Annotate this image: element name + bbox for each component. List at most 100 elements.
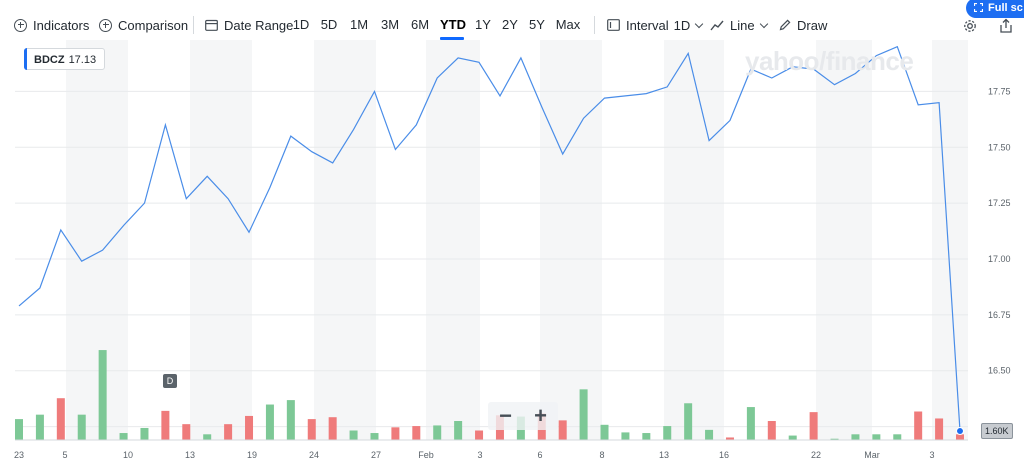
volume-bar: [77, 414, 86, 440]
grid-band: [932, 40, 968, 440]
zoom-controls: − +: [488, 402, 558, 430]
volume-value-badge: 1.60K: [981, 423, 1013, 439]
x-tick-label: Mar: [864, 450, 880, 460]
range-6m[interactable]: 6M: [410, 17, 430, 32]
volume-bar: [767, 421, 776, 440]
share-icon[interactable]: [998, 18, 1014, 34]
volume-bar: [663, 426, 672, 440]
range-1m[interactable]: 1M: [349, 17, 369, 32]
x-tick-label: 22: [811, 450, 821, 460]
x-tick-label: 23: [14, 450, 24, 460]
volume-bar: [286, 400, 295, 440]
x-tick-label: 3: [477, 450, 482, 460]
volume-bar: [454, 421, 463, 440]
volume-bar: [579, 389, 588, 440]
volume-bar: [809, 412, 818, 440]
zoom-in-button[interactable]: +: [534, 403, 547, 428]
x-tick-label: 6: [537, 450, 542, 460]
x-tick-label: 13: [659, 450, 669, 460]
add-circle-icon: [14, 18, 27, 32]
x-tick-label: 16: [719, 450, 729, 460]
line-chart-icon: [710, 20, 724, 30]
volume-bar: [433, 425, 442, 440]
volume-bar: [391, 427, 400, 440]
volume-bar: [328, 417, 337, 440]
x-tick-label: 27: [371, 450, 381, 460]
yahoo-finance-watermark: yahoo/finance: [745, 46, 914, 76]
grid-band: [190, 40, 252, 440]
chart-toolbar: Indicators Comparison Date Range 1D 5D 1…: [0, 0, 1024, 48]
range-5y[interactable]: 5Y: [529, 17, 545, 32]
settings-icon[interactable]: [962, 18, 978, 34]
toolbar-divider: [594, 16, 595, 34]
volume-bar: [119, 433, 128, 440]
range-2y[interactable]: 2Y: [502, 17, 518, 32]
range-max[interactable]: Max: [555, 17, 581, 32]
series-legend[interactable]: BDCZ 17.13: [24, 48, 106, 70]
legend-symbol: BDCZ: [34, 54, 65, 66]
volume-bar: [914, 411, 923, 440]
volume-bar: [705, 429, 714, 440]
volume-bar: [307, 419, 316, 440]
volume-bar: [725, 437, 734, 440]
volume-bar: [642, 433, 651, 440]
y-tick-label: 17.00: [988, 254, 1011, 264]
volume-bar: [872, 434, 881, 440]
range-1d[interactable]: 1D: [292, 17, 310, 32]
volume-bar: [475, 430, 484, 440]
last-price-point: [956, 427, 964, 436]
x-tick-label: 8: [599, 450, 604, 460]
volume-bar: [35, 414, 44, 440]
volume-bar: [224, 424, 233, 440]
interval-icon: [607, 19, 620, 31]
volume-bar: [600, 424, 609, 440]
range-5d[interactable]: 5D: [320, 17, 338, 32]
x-tick-label: 13: [185, 450, 195, 460]
range-1y[interactable]: 1Y: [475, 17, 491, 32]
volume-bar: [788, 435, 797, 440]
x-tick-label: 10: [123, 450, 133, 460]
x-tick-label: 19: [247, 450, 257, 460]
volume-bar: [830, 438, 839, 440]
zoom-out-button[interactable]: −: [499, 403, 512, 428]
full-screen-button[interactable]: Full sc: [966, 0, 1024, 18]
x-tick-label: 24: [309, 450, 319, 460]
y-tick-label: 17.75: [988, 86, 1011, 96]
price-line: [18, 45, 961, 432]
volume-bar: [140, 427, 149, 440]
volume-bar: [746, 407, 755, 440]
range-3m[interactable]: 3M: [380, 17, 400, 32]
volume-bar: [935, 418, 944, 440]
draw-button[interactable]: Draw: [779, 14, 827, 36]
volume-bar: [851, 434, 860, 440]
chart-type-dropdown[interactable]: Line: [710, 14, 768, 36]
y-tick-label: 16.50: [988, 366, 1011, 376]
y-tick-label: 16.75: [988, 310, 1011, 320]
grid-band: [66, 40, 128, 440]
x-tick-label: Feb: [418, 450, 434, 460]
dividend-marker[interactable]: D: [163, 374, 177, 388]
y-tick-label: 17.25: [988, 198, 1011, 208]
volume-bar: [182, 424, 191, 440]
add-circle-icon: [99, 18, 112, 32]
volume-bar: [956, 434, 964, 440]
volume-bar: [245, 415, 254, 440]
date-range-button[interactable]: Date Range: [205, 14, 293, 36]
x-tick-label: 5: [62, 450, 67, 460]
volume-bar: [56, 398, 65, 440]
comparison-button[interactable]: Comparison: [99, 14, 188, 36]
interval-dropdown[interactable]: Interval 1D: [607, 14, 704, 36]
range-ytd[interactable]: YTD: [440, 14, 466, 40]
volume-bar: [265, 404, 274, 440]
volume-bar: [558, 420, 567, 440]
volume-bar: [370, 433, 379, 440]
calendar-icon: [205, 19, 218, 31]
indicators-button[interactable]: Indicators: [14, 14, 89, 36]
pencil-icon: [779, 19, 791, 31]
toolbar-divider: [193, 16, 194, 34]
volume-bar: [684, 403, 693, 440]
grid-band: [314, 40, 376, 440]
chevron-down-icon: [759, 19, 768, 28]
volume-bar: [161, 410, 170, 440]
